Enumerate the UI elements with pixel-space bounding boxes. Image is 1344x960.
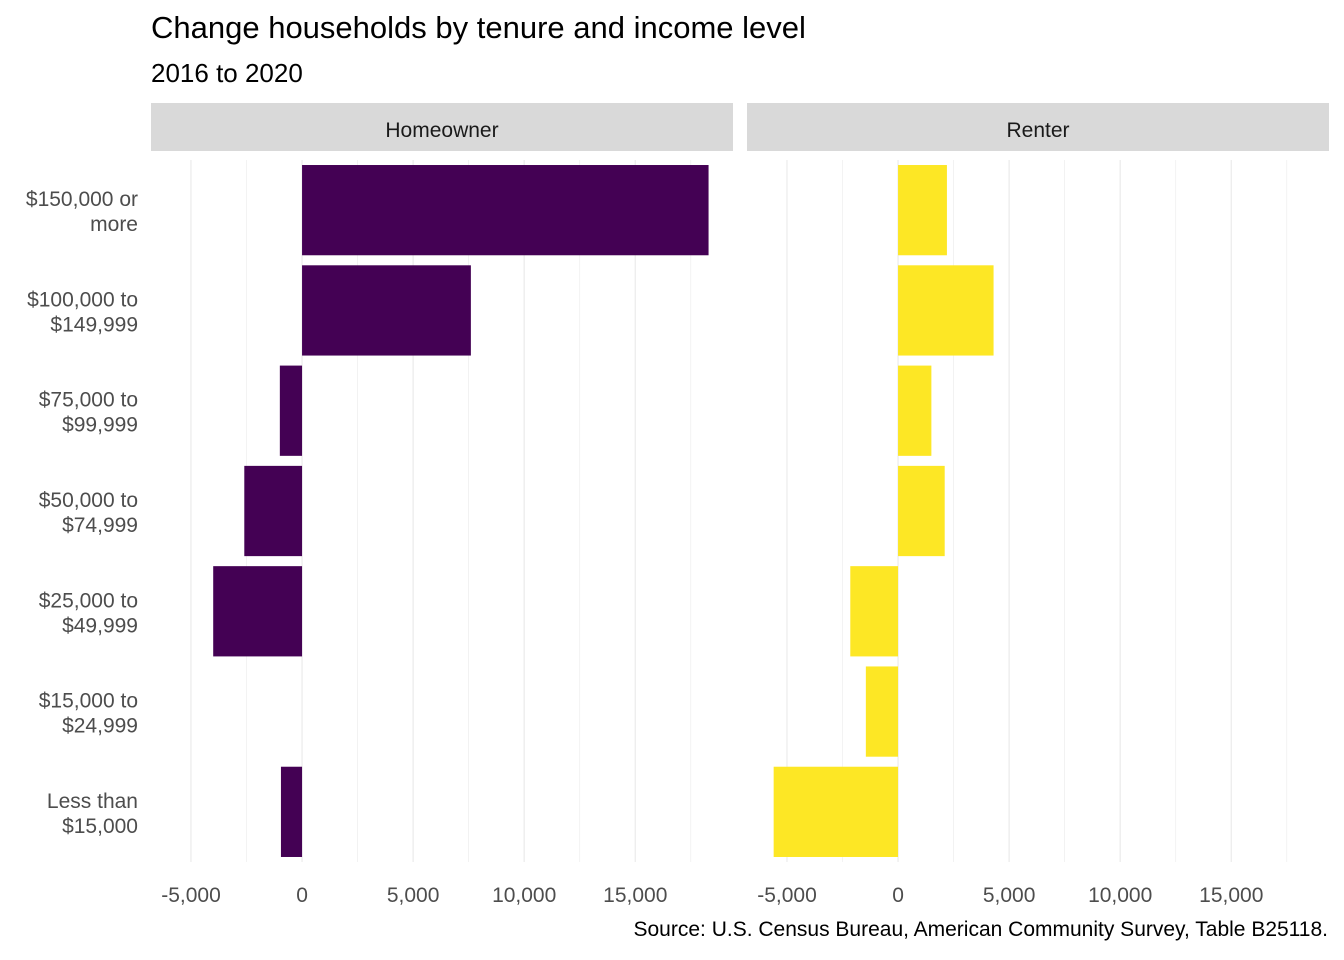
bar: [898, 465, 945, 557]
facet-strip: [151, 103, 733, 151]
facet-label: Homeowner: [385, 119, 498, 142]
x-tick-label: 10,000: [1088, 884, 1152, 907]
y-tick-label: $50,000 to $74,999: [39, 489, 138, 537]
y-tick-label: $25,000 to $49,999: [39, 589, 138, 637]
bar: [898, 365, 932, 456]
source-caption: Source: U.S. Census Bureau, American Com…: [633, 918, 1328, 941]
x-tick-label: 5,000: [983, 884, 1036, 907]
bar: [302, 265, 471, 356]
chart-subtitle: 2016 to 2020: [151, 58, 303, 88]
x-tick-label: 15,000: [603, 884, 667, 907]
bar: [773, 766, 899, 857]
x-tick-label: -5,000: [757, 884, 817, 907]
bar: [280, 766, 303, 857]
bar: [850, 566, 899, 657]
x-tick-label: 0: [892, 884, 904, 907]
y-tick-label: $75,000 to $99,999: [39, 389, 138, 437]
y-tick-label: $15,000 to $24,999: [39, 690, 138, 738]
facet-strip: [747, 103, 1329, 151]
bar: [279, 365, 303, 456]
x-tick-label: 10,000: [492, 884, 556, 907]
y-tick-label: $150,000 or more: [26, 188, 138, 236]
x-tick-label: 5,000: [387, 884, 440, 907]
bar: [865, 666, 899, 757]
x-tick-label: 15,000: [1199, 884, 1263, 907]
chart-title: Change households by tenure and income l…: [151, 10, 806, 45]
x-tick-label: 0: [296, 884, 308, 907]
bar: [302, 165, 709, 256]
y-tick-label: Less than $15,000: [47, 790, 138, 838]
bar: [898, 165, 947, 256]
x-tick-label: -5,000: [161, 884, 221, 907]
y-tick-label: $100,000 to $149,999: [27, 288, 138, 336]
facet-label: Renter: [1006, 119, 1069, 142]
bar: [898, 265, 994, 356]
bar: [244, 465, 303, 557]
bar: [213, 566, 303, 657]
